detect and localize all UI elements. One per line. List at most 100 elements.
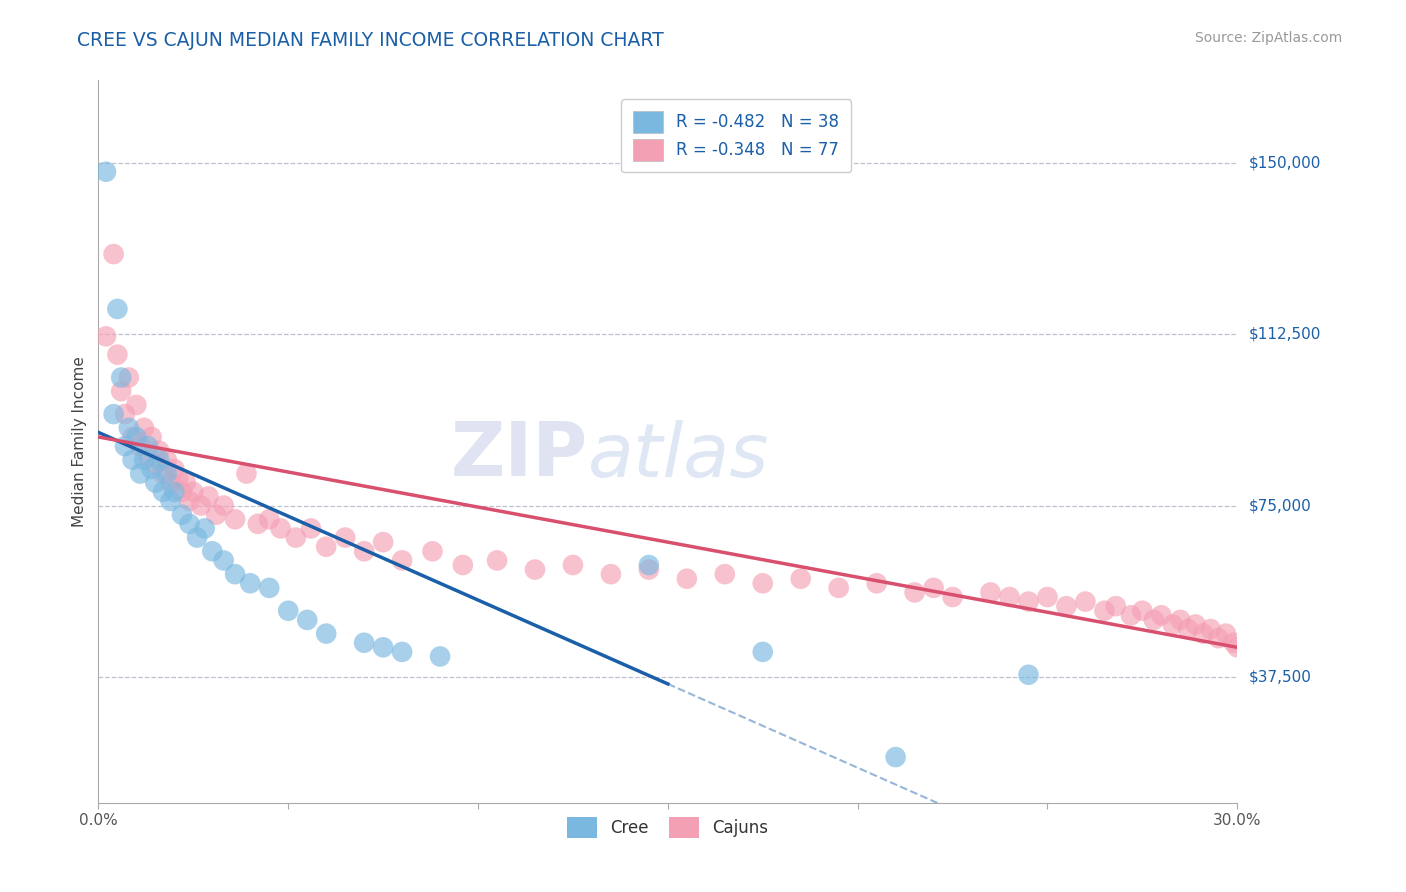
- Point: [103, 247, 125, 261]
- Point: [163, 484, 186, 499]
- Point: [1143, 613, 1166, 627]
- Point: [132, 453, 155, 467]
- Point: [600, 567, 623, 582]
- Point: [107, 301, 129, 316]
- Point: [904, 585, 927, 599]
- Point: [212, 499, 235, 513]
- Point: [1119, 608, 1142, 623]
- Point: [121, 430, 143, 444]
- Point: [638, 563, 661, 577]
- Point: [391, 645, 413, 659]
- Point: [335, 531, 357, 545]
- Point: [179, 494, 201, 508]
- Legend: Cree, Cajuns: Cree, Cajuns: [561, 810, 775, 845]
- Text: $75,000: $75,000: [1249, 498, 1312, 513]
- Point: [235, 467, 257, 481]
- Point: [163, 462, 186, 476]
- Point: [315, 626, 337, 640]
- Point: [246, 516, 269, 531]
- Point: [159, 475, 181, 490]
- Point: [224, 567, 246, 582]
- Point: [429, 649, 451, 664]
- Point: [315, 540, 337, 554]
- Point: [676, 572, 699, 586]
- Point: [167, 471, 190, 485]
- Point: [136, 439, 159, 453]
- Point: [422, 544, 444, 558]
- Point: [118, 421, 141, 435]
- Point: [353, 636, 375, 650]
- Point: [353, 544, 375, 558]
- Point: [1105, 599, 1128, 614]
- Point: [1199, 622, 1222, 636]
- Point: [942, 590, 965, 604]
- Point: [121, 453, 143, 467]
- Point: [148, 443, 170, 458]
- Point: [194, 521, 217, 535]
- Point: [790, 572, 813, 586]
- Point: [110, 384, 132, 399]
- Point: [371, 640, 394, 655]
- Point: [132, 421, 155, 435]
- Y-axis label: Median Family Income: Median Family Income: [72, 356, 87, 527]
- Point: [922, 581, 945, 595]
- Point: [284, 531, 307, 545]
- Point: [297, 613, 319, 627]
- Point: [562, 558, 585, 572]
- Point: [136, 448, 159, 462]
- Point: [1161, 617, 1184, 632]
- Point: [197, 490, 219, 504]
- Text: $37,500: $37,500: [1249, 670, 1312, 684]
- Point: [1170, 613, 1192, 627]
- Point: [170, 484, 193, 499]
- Point: [118, 370, 141, 384]
- Point: [183, 484, 205, 499]
- Point: [1132, 604, 1154, 618]
- Point: [114, 407, 136, 421]
- Point: [201, 544, 224, 558]
- Point: [1018, 667, 1040, 681]
- Point: [145, 458, 167, 472]
- Point: [141, 462, 163, 476]
- Point: [1018, 594, 1040, 608]
- Point: [156, 453, 179, 467]
- Point: [1226, 640, 1249, 655]
- Point: [186, 531, 208, 545]
- Text: Source: ZipAtlas.com: Source: ZipAtlas.com: [1195, 31, 1343, 45]
- Point: [174, 475, 197, 490]
- Point: [524, 563, 547, 577]
- Point: [141, 430, 163, 444]
- Point: [979, 585, 1001, 599]
- Point: [371, 535, 394, 549]
- Point: [866, 576, 889, 591]
- Point: [94, 329, 117, 343]
- Point: [152, 467, 174, 481]
- Point: [107, 348, 129, 362]
- Text: CREE VS CAJUN MEDIAN FAMILY INCOME CORRELATION CHART: CREE VS CAJUN MEDIAN FAMILY INCOME CORRE…: [77, 31, 664, 50]
- Point: [270, 521, 292, 535]
- Point: [299, 521, 322, 535]
- Point: [714, 567, 737, 582]
- Point: [1094, 604, 1116, 618]
- Point: [212, 553, 235, 567]
- Point: [224, 512, 246, 526]
- Point: [1056, 599, 1078, 614]
- Point: [1036, 590, 1059, 604]
- Text: ZIP: ZIP: [451, 419, 588, 492]
- Point: [145, 475, 167, 490]
- Point: [190, 499, 212, 513]
- Point: [114, 439, 136, 453]
- Point: [159, 494, 181, 508]
- Point: [391, 553, 413, 567]
- Point: [156, 467, 179, 481]
- Point: [752, 645, 775, 659]
- Point: [1184, 617, 1206, 632]
- Point: [94, 165, 117, 179]
- Point: [129, 439, 152, 453]
- Point: [1150, 608, 1173, 623]
- Point: [259, 581, 281, 595]
- Point: [148, 453, 170, 467]
- Point: [828, 581, 851, 595]
- Point: [179, 516, 201, 531]
- Text: $112,500: $112,500: [1249, 326, 1322, 342]
